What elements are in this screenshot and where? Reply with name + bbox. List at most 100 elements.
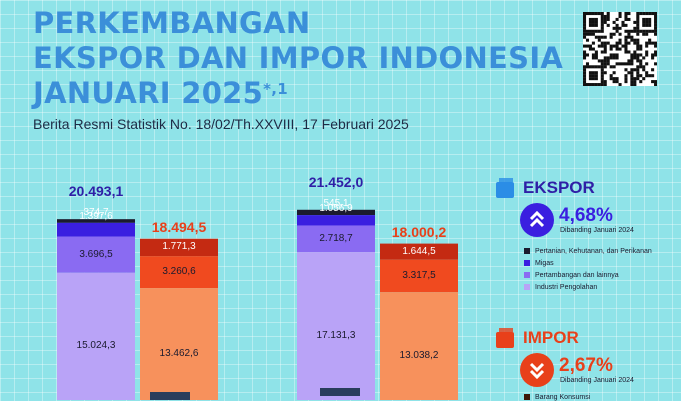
qr-module [645,17,649,21]
qr-module [600,68,604,72]
qr-module [636,47,640,51]
qr-module [600,35,604,39]
qr-module [624,38,628,42]
qr-module [585,29,590,33]
qr-module [603,56,607,60]
qr-module [636,56,640,60]
qr-module [583,53,587,57]
qr-module [588,77,592,81]
ekspor-note: Dibanding Januari 2024 [560,227,634,234]
import-segment-label: 13.038,2 [399,350,439,362]
qr-module [624,14,628,19]
qr-module [645,74,649,78]
qr-module [600,20,604,24]
legend-label: Barang Konsumsi [535,394,591,401]
qr-module [606,41,610,45]
qr-module [630,29,634,33]
qr-module [615,62,619,66]
qr-module [645,23,649,27]
qr-module [624,41,628,45]
qr-module [654,26,658,30]
qr-module [630,59,634,63]
qr-module [583,71,587,75]
import-segment-label: 1.771,3 [162,241,196,253]
qr-module [648,38,652,42]
import-segment-label: 13.462,6 [159,348,199,360]
qr-module [630,53,634,57]
qr-module [654,32,658,36]
qr-module [603,14,607,19]
qr-module [627,17,631,21]
ekspor-change: 4,68% [559,205,613,226]
bar-chart-svg [57,209,458,400]
qr-module [654,83,658,87]
export-bar-segment [297,252,375,400]
qr-module [630,83,634,87]
impor-note: Dibanding Januari 2024 [560,377,634,384]
qr-module [594,12,598,16]
qr-module [606,23,610,27]
qr-module [583,56,587,60]
qr-module [636,29,640,33]
qr-module [597,44,601,48]
qr-module [633,38,637,42]
qr-module [583,80,587,84]
qr-module [636,12,640,16]
qr-module [624,12,628,16]
legend-item-pertambangan: Pertambangan dan lainnya [524,272,619,279]
qr-module [585,38,590,42]
qr-code-icon[interactable] [583,12,658,87]
qr-module [612,44,616,48]
qr-module [600,80,604,84]
qr-module [603,62,607,66]
qr-module [594,83,598,87]
import-total-label: 18.494,5 [151,218,207,235]
qr-module [588,44,592,48]
qr-module [600,26,604,30]
qr-module [618,32,622,36]
qr-module [612,32,616,36]
qr-module [618,62,622,66]
qr-module [621,23,625,27]
qr-module [606,12,610,16]
export-bar-segment [57,222,135,237]
qr-module [600,65,604,69]
qr-module [654,17,658,21]
import-bar-segment [140,238,218,257]
qr-module [654,41,658,45]
qr-module [585,44,590,48]
qr-module [624,17,628,21]
qr-module [636,53,640,57]
qr-module [627,29,631,33]
qr-module [633,26,637,30]
export-segment-label: 2.718,7 [319,232,353,244]
qr-module [633,77,637,81]
qr-module [606,62,610,66]
qr-module [618,12,622,16]
qr-module [624,29,628,33]
qr-module [639,53,643,57]
qr-module [654,80,658,84]
qr-module [624,80,628,84]
qr-module [594,17,598,21]
qr-module [642,32,646,36]
qr-module [645,53,649,57]
qr-module [621,62,625,66]
qr-module [636,59,640,63]
qr-module [651,68,655,72]
qr-module [654,50,658,54]
qr-module [633,41,637,45]
export-bar-segment [297,215,375,226]
qr-module [624,23,628,27]
qr-module [651,41,655,45]
import-bar-segment [140,256,218,289]
qr-module [654,14,658,19]
bar-chart: 374,7 1.397,6 3.696,5 15.024,3 20.493,1 1.771… [57,174,458,400]
qr-module [642,20,646,24]
qr-module [633,20,637,24]
qr-module [633,56,637,60]
qr-module [600,29,604,33]
qr-module [648,23,652,27]
qr-module [591,74,595,78]
qr-module [591,12,595,16]
